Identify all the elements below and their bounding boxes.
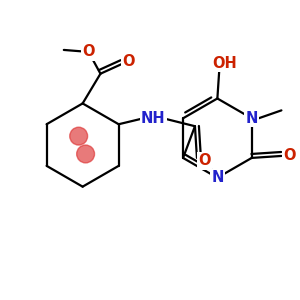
Text: O: O (82, 44, 95, 59)
Text: OH: OH (212, 56, 237, 71)
Text: N: N (245, 111, 258, 126)
Text: NH: NH (141, 111, 166, 126)
Circle shape (70, 127, 88, 145)
Text: O: O (199, 153, 211, 168)
Text: N: N (211, 170, 224, 185)
Text: O: O (283, 148, 296, 164)
Circle shape (77, 145, 94, 163)
Text: O: O (122, 54, 134, 69)
